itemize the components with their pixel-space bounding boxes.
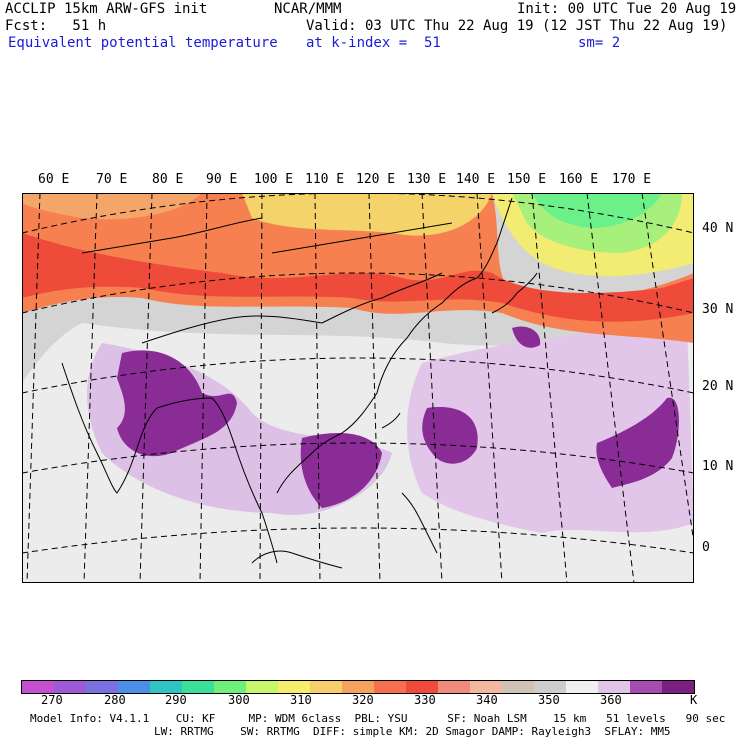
init-time: Init: 00 UTC Tue 20 Aug 19 bbox=[517, 1, 737, 17]
colorbar-swatch bbox=[182, 681, 215, 693]
colorbar-swatch bbox=[630, 681, 663, 693]
colorbar-swatch bbox=[86, 681, 119, 693]
colorbar-swatch bbox=[598, 681, 631, 693]
colorbar-swatch bbox=[406, 681, 439, 693]
colorbar-tick-label: 360 bbox=[600, 693, 622, 707]
org-label: NCAR/MMM bbox=[274, 1, 342, 17]
purple-core-wpac bbox=[422, 407, 478, 464]
colorbar-swatch bbox=[310, 681, 343, 693]
colorbar-swatch bbox=[534, 681, 567, 693]
red-band bbox=[22, 233, 694, 322]
colorbar-swatch bbox=[374, 681, 407, 693]
colorbar-tick-label: 290 bbox=[165, 693, 187, 707]
colorbar-tick-label: K bbox=[690, 693, 698, 707]
lon-label: 170 E bbox=[612, 172, 652, 187]
lon-label: 130 E bbox=[407, 172, 447, 187]
lat-label: 20 N bbox=[702, 379, 734, 394]
colorbar-tick-label: 350 bbox=[538, 693, 560, 707]
lon-label: 70 E bbox=[96, 172, 128, 187]
purple-core-east bbox=[596, 397, 679, 488]
colorbar-tick-label: 300 bbox=[228, 693, 250, 707]
map-plot bbox=[22, 193, 694, 583]
lon-label: 120 E bbox=[356, 172, 396, 187]
lon-label: 80 E bbox=[152, 172, 184, 187]
colorbar-tick-label: 330 bbox=[414, 693, 436, 707]
colorbar-swatch bbox=[214, 681, 247, 693]
colorbar-swatch bbox=[438, 681, 471, 693]
purple-core-india bbox=[117, 350, 237, 457]
smoothing-label: sm= 2 bbox=[578, 35, 621, 51]
lat-label: 0 bbox=[702, 540, 710, 555]
coastlines bbox=[61, 197, 538, 569]
colorbar-swatch bbox=[118, 681, 151, 693]
colorbar-swatch bbox=[342, 681, 375, 693]
model-title: ACCLIP 15km ARW-GFS init bbox=[5, 1, 208, 17]
lat-label: 40 N bbox=[702, 221, 734, 236]
model-info-line2: LW: RRTMG SW: RRTMG DIFF: simple KM: 2D … bbox=[154, 725, 671, 738]
colorbar-swatch bbox=[470, 681, 503, 693]
graticule bbox=[22, 193, 694, 583]
colorbar-tick-label: 340 bbox=[476, 693, 498, 707]
colorbar-swatch bbox=[54, 681, 87, 693]
level-index: at k-index = 51 bbox=[306, 35, 441, 51]
yellow-patch bbox=[242, 193, 492, 236]
colorbar-tick-label: 270 bbox=[41, 693, 63, 707]
lon-label: 160 E bbox=[559, 172, 599, 187]
colorbar-tick-label: 280 bbox=[104, 693, 126, 707]
peach-patch bbox=[22, 193, 202, 220]
lon-label: 60 E bbox=[38, 172, 70, 187]
lon-label: 110 E bbox=[305, 172, 345, 187]
colorbar-swatch bbox=[278, 681, 311, 693]
lon-label: 100 E bbox=[254, 172, 294, 187]
valid-time: Valid: 03 UTC Thu 22 Aug 19 (12 JST Thu … bbox=[306, 18, 728, 34]
lat-label: 30 N bbox=[702, 302, 734, 317]
colorbar-swatch bbox=[662, 681, 695, 693]
colorbar-swatch bbox=[150, 681, 183, 693]
colorbar-swatch bbox=[246, 681, 279, 693]
forecast-hour: Fcst: 51 h bbox=[5, 18, 107, 34]
purple-core-scs bbox=[300, 433, 382, 508]
colorbar-swatch bbox=[566, 681, 599, 693]
field-name: Equivalent potential temperature bbox=[8, 35, 278, 51]
colorbar-tick-label: 320 bbox=[352, 693, 374, 707]
colorbar-swatch bbox=[22, 681, 55, 693]
purple-core-small bbox=[512, 326, 541, 348]
lon-label: 140 E bbox=[456, 172, 496, 187]
lon-label: 150 E bbox=[507, 172, 547, 187]
lat-label: 10 N bbox=[702, 459, 734, 474]
lon-label: 90 E bbox=[206, 172, 238, 187]
colorbar-tick-label: 310 bbox=[290, 693, 312, 707]
colorbar bbox=[21, 680, 695, 694]
model-info-line1: Model Info: V4.1.1 CU: KF MP: WDM 6class… bbox=[30, 712, 726, 725]
colorbar-swatch bbox=[502, 681, 535, 693]
